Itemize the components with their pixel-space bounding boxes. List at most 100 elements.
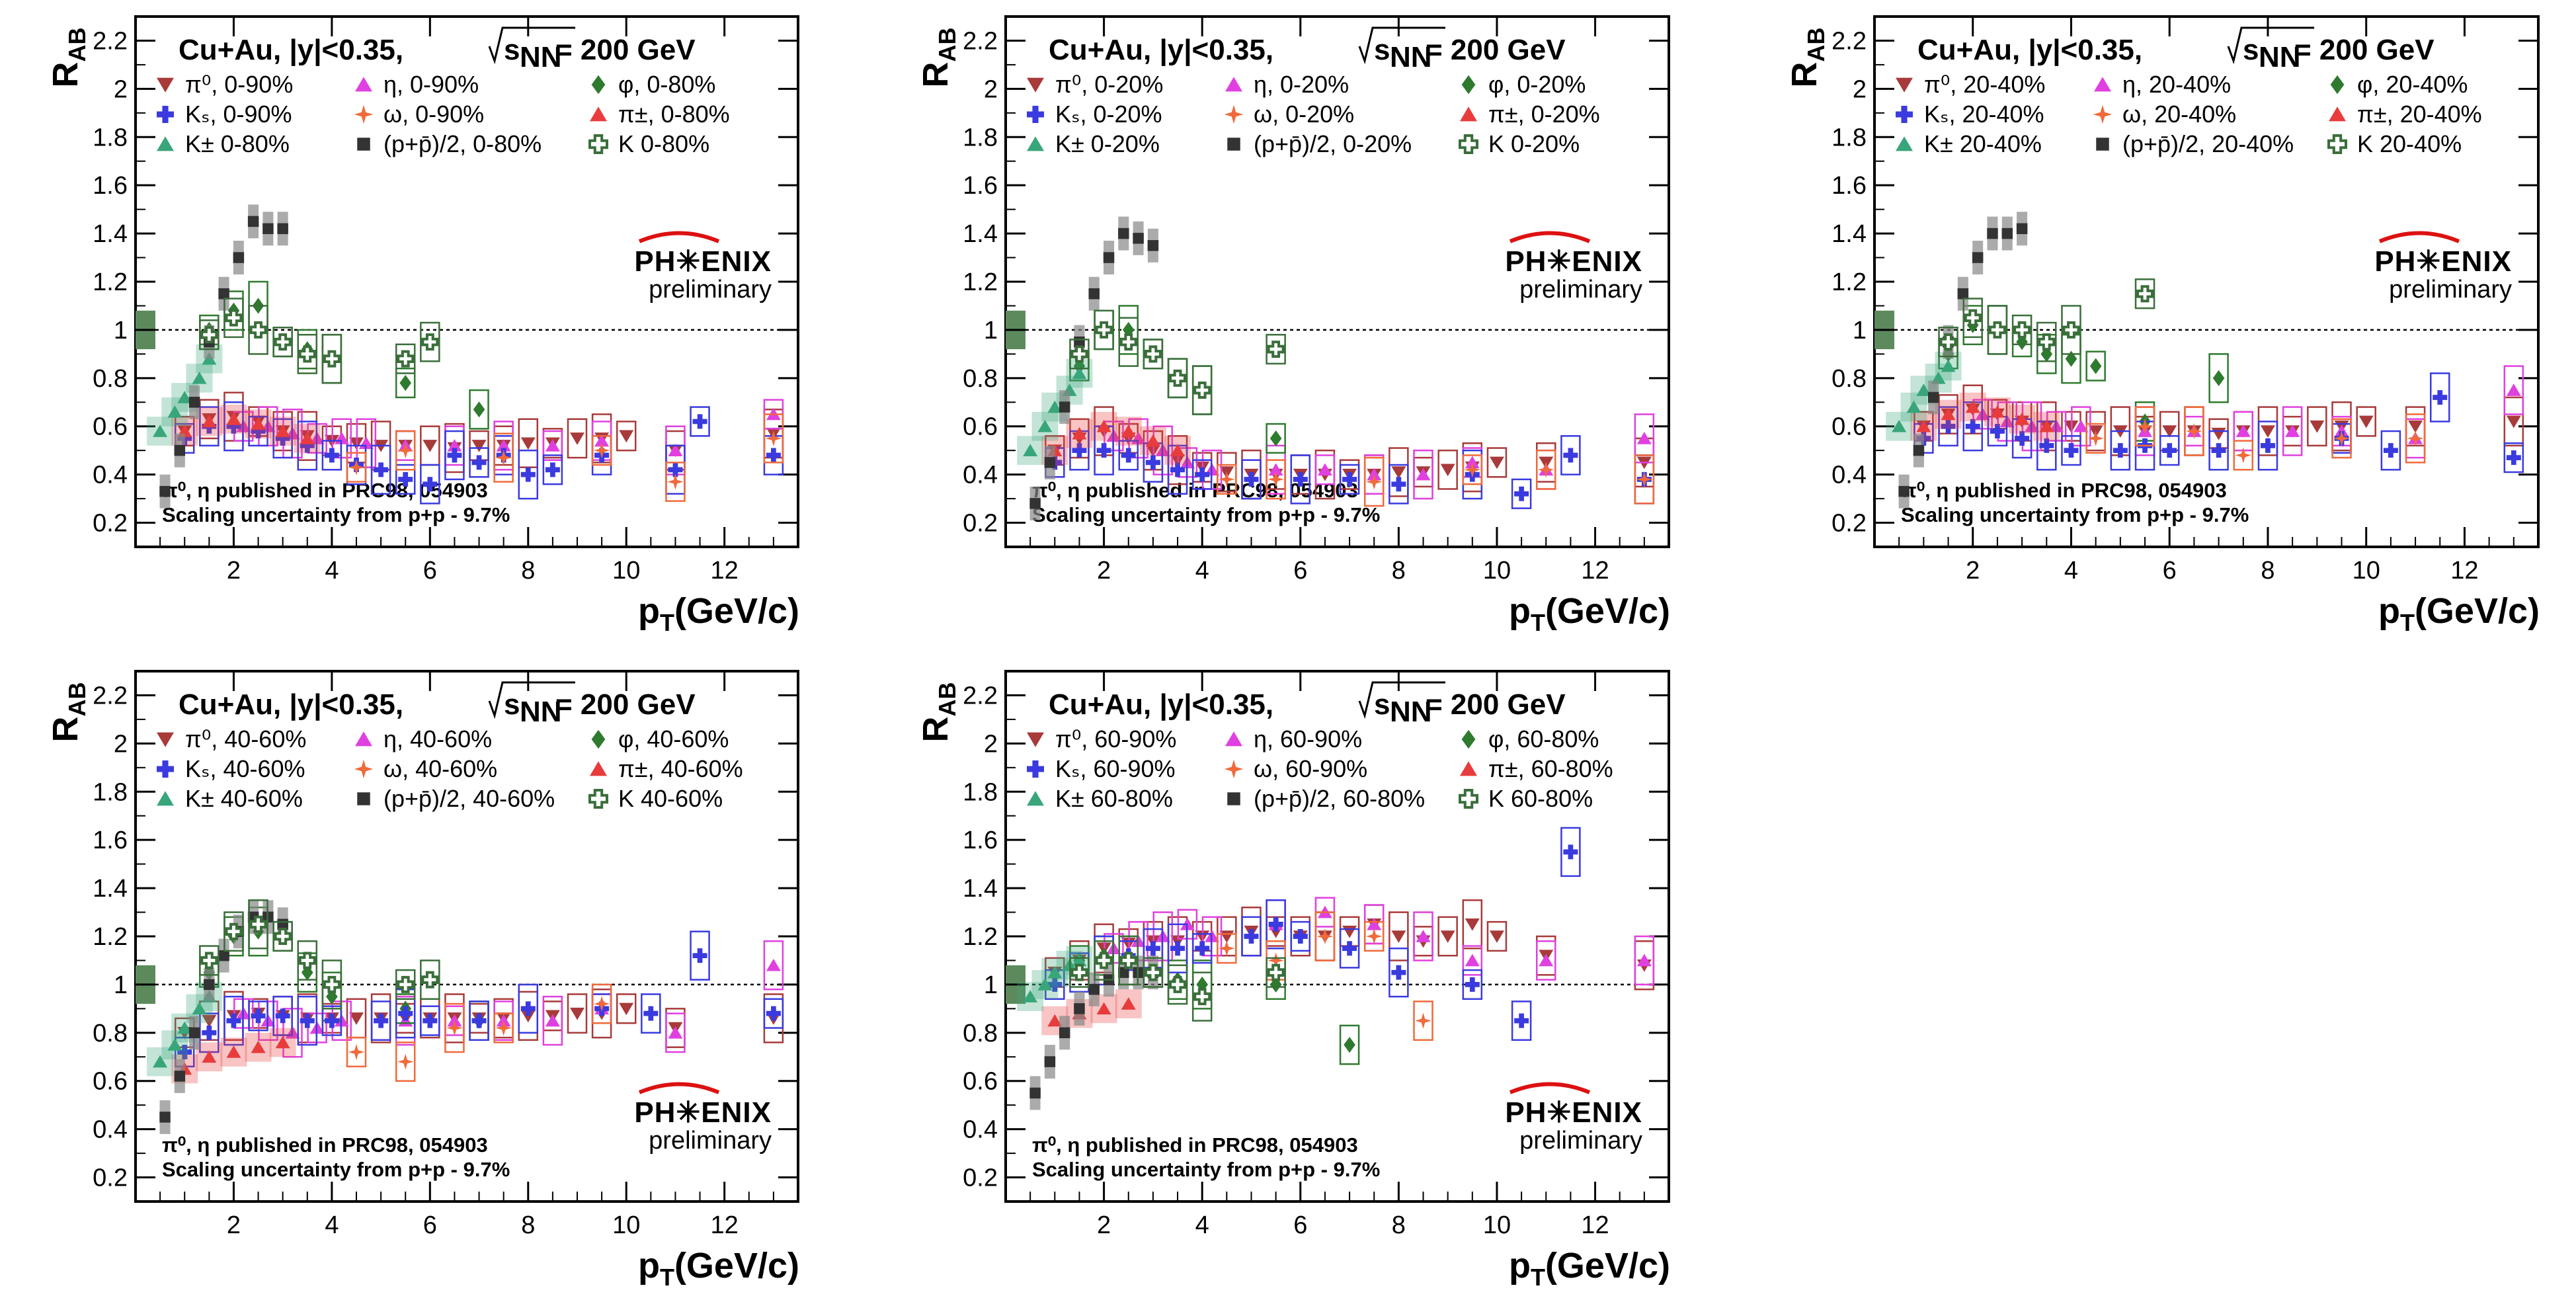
data-point — [1023, 990, 1038, 1002]
legend-entry: π⁰, 0-20% — [1055, 71, 1163, 98]
data-point — [447, 438, 462, 452]
legend-entry: η, 0-20% — [1254, 71, 1349, 98]
y-tick-label: 2.2 — [963, 682, 998, 710]
sys-box — [1413, 911, 1433, 961]
sys-box — [248, 415, 268, 447]
data-point — [1906, 400, 1921, 413]
data-point — [1096, 419, 1111, 432]
data-point — [1539, 954, 1554, 967]
data-point — [2136, 285, 2154, 303]
x-tick-label: 6 — [1293, 557, 1307, 585]
legend-marker — [1225, 731, 1242, 747]
sys-box — [1069, 339, 1090, 370]
legend-marker — [1459, 789, 1478, 809]
data-point — [1440, 464, 1455, 477]
data-point — [177, 1044, 192, 1059]
legend-marker — [591, 75, 606, 95]
phenix-logo-text: PH✳ENIX — [1505, 1096, 1642, 1129]
data-point — [1987, 227, 1998, 239]
sqrt-sign — [1358, 681, 1445, 719]
data-point — [1147, 240, 1159, 251]
data-point — [520, 437, 536, 450]
y-tick-label: 0.2 — [1831, 510, 1867, 538]
phenix-logo-text: PH✳ENIX — [634, 1096, 772, 1129]
data-point — [2015, 412, 2030, 425]
data-point — [471, 1013, 487, 1028]
data-point — [274, 333, 292, 351]
x-axis-title-unit: (GeV/c) — [674, 591, 799, 631]
y-tick-label: 0.4 — [963, 462, 998, 489]
panel-1: 0.2 0.4 0.6 0.8 1 1.2 1.4 1.6 1.8 2 2.2 2 4 6 8 10 12 RAB… — [46, 15, 799, 636]
sys-box — [297, 995, 318, 1046]
y-tick-label: 1.4 — [93, 220, 128, 248]
data-point — [251, 424, 266, 439]
y-axis-title-main: R — [916, 62, 955, 88]
legend-entry: (p+p̄)/2, 20-40% — [2122, 130, 2294, 157]
data-point — [1037, 419, 1053, 432]
data-point — [262, 223, 274, 235]
note-line-2: Scaling uncertainty from p+p - 9.7% — [1901, 503, 2249, 526]
legend-entry: K± 40-60% — [185, 785, 303, 812]
sys-box — [1389, 911, 1409, 961]
y-axis-title-main: R — [1785, 62, 1824, 88]
sys-box — [1363, 456, 1385, 507]
data-point — [421, 333, 439, 351]
y-axis-title: RAB — [916, 28, 961, 88]
legend-entry: π±, 60-80% — [1488, 755, 1613, 782]
x-tick-label: 10 — [1483, 1211, 1511, 1239]
sys-box — [248, 1000, 268, 1032]
data-point — [2016, 334, 2028, 350]
data-point — [174, 444, 186, 456]
data-point — [218, 950, 229, 961]
sys-box — [1167, 923, 1188, 973]
legend-entry: Kₛ, 0-90% — [185, 101, 292, 128]
data-point — [374, 1013, 389, 1028]
data-point — [1957, 288, 1969, 300]
sys-box — [518, 449, 539, 500]
y-axis-title: RAB — [1785, 28, 1830, 88]
y-tick-label: 1.8 — [963, 124, 998, 151]
legend-marker — [354, 759, 374, 779]
x-tick-label: 12 — [711, 1211, 739, 1239]
data-point — [1193, 988, 1211, 1006]
sys-box — [542, 454, 563, 485]
x-tick-label: 2 — [227, 557, 241, 585]
sys-box — [2134, 278, 2155, 309]
y-tick-label: 0.2 — [93, 510, 128, 538]
title-prefix: Cu+Au, |y|<0.35, — [179, 34, 403, 67]
data-point — [2113, 443, 2128, 458]
sys-box — [665, 462, 686, 502]
plot-frame — [134, 670, 799, 1203]
plot-frame — [134, 15, 799, 548]
y-tick-label: 2 — [984, 75, 998, 103]
data-point — [2408, 420, 2423, 433]
y-tick-label: 2.2 — [93, 682, 128, 710]
sys-box — [1191, 365, 1213, 415]
sys-box — [2011, 314, 2033, 346]
legend-marker — [1027, 136, 1044, 151]
data-point — [2433, 389, 2448, 405]
panel-title: Cu+Au, |y|<0.35, — [1917, 34, 2142, 67]
data-point — [1095, 952, 1113, 969]
data-point — [496, 438, 511, 452]
data-point — [520, 1010, 536, 1023]
sys-box — [272, 327, 293, 358]
data-point — [192, 371, 207, 384]
sys-box — [1413, 449, 1433, 500]
data-point — [226, 1045, 241, 1058]
note-line-2: Scaling uncertainty from p+p - 9.7% — [162, 1158, 510, 1181]
sys-box — [1314, 911, 1336, 961]
legend-marker — [1461, 729, 1476, 749]
x-tick-label: 10 — [2353, 557, 2380, 585]
y-tick-label: 1.8 — [93, 124, 128, 151]
y-axis-title-sub: AB — [63, 682, 91, 717]
data-point — [1070, 963, 1088, 981]
sys-box — [2085, 423, 2106, 454]
sys-box — [1266, 957, 1286, 988]
legend-entry: K 0-20% — [1488, 130, 1580, 157]
legend-entry: ω, 60-90% — [1254, 755, 1367, 782]
legend-marker — [588, 789, 608, 809]
data-point — [1119, 952, 1137, 969]
x-axis-title-main: p — [638, 1246, 660, 1285]
y-tick-label: 1.6 — [93, 827, 128, 854]
